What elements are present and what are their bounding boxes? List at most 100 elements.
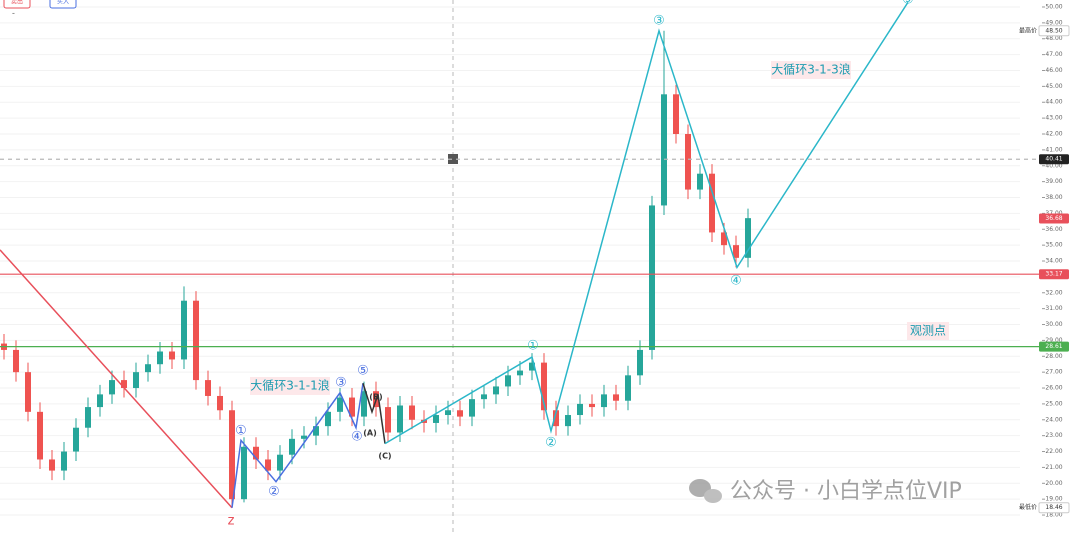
candle-body	[253, 446, 259, 460]
candle-body	[229, 410, 235, 500]
candle-body	[721, 232, 727, 246]
candle-body	[121, 380, 127, 389]
candle-body	[493, 386, 499, 395]
y-tick-label: 35.00	[1045, 242, 1062, 249]
candle-body	[205, 380, 211, 396]
y-tick-label: 32.00	[1045, 289, 1062, 296]
y-tick-label: 38.00	[1045, 194, 1062, 201]
wave-label: ③	[335, 376, 347, 391]
candle-body	[385, 407, 391, 433]
candle-body	[613, 394, 619, 401]
candle-body	[109, 380, 115, 395]
wave-label: ④	[730, 274, 742, 289]
candle-body	[193, 300, 199, 381]
wave-label: ④	[351, 430, 363, 445]
y-tick-label: 28.00	[1045, 353, 1062, 360]
sell-label: 卖出	[11, 0, 23, 6]
candle-body	[661, 94, 667, 206]
candle-body	[709, 173, 715, 233]
candle-body	[745, 218, 751, 258]
price-tag-label: 48.50	[1045, 27, 1062, 34]
candle-body	[277, 454, 283, 471]
candle-body	[457, 410, 463, 417]
buy-label: 买入	[57, 0, 69, 6]
candle-body	[265, 459, 271, 471]
y-tick-label: 50.00	[1045, 3, 1062, 10]
y-tick-label: 30.00	[1045, 321, 1062, 328]
candle-body	[409, 405, 415, 420]
wave-label: ①	[527, 339, 539, 354]
price-tag-label: 33.17	[1045, 271, 1062, 278]
candle-body	[97, 394, 103, 408]
y-tick-label: 37.00	[1045, 210, 1062, 217]
candle-body	[565, 415, 571, 427]
price-tag	[1039, 154, 1069, 165]
wave-label: (C)	[378, 452, 391, 461]
candle-body	[397, 405, 403, 433]
wave-label: ②	[268, 485, 280, 500]
y-tick-label: 19.00	[1045, 496, 1062, 503]
candle-body	[301, 435, 307, 439]
price-tag-label: 40.41	[1045, 156, 1062, 163]
y-tick-label: 29.00	[1045, 337, 1062, 344]
candle-body	[325, 411, 331, 427]
candle-body	[469, 399, 475, 417]
candle-body	[553, 410, 559, 427]
candle-body	[133, 372, 139, 389]
price-tag	[1039, 269, 1069, 280]
candle-body	[313, 426, 319, 436]
wave-line	[362, 383, 386, 444]
candle-body	[73, 427, 79, 452]
candle-body	[25, 372, 31, 412]
price-tag	[1039, 213, 1069, 224]
price-tag	[1038, 25, 1070, 37]
note-text: 大循环3-1-3浪	[771, 62, 851, 77]
price-tag-label: 36.68	[1045, 215, 1062, 222]
y-tick-label: 46.00	[1045, 67, 1062, 74]
candle-body	[637, 349, 643, 376]
candle-body	[85, 407, 91, 428]
y-tick-label: 21.00	[1045, 464, 1062, 471]
candle-body	[181, 300, 187, 360]
candle-body	[601, 394, 607, 408]
y-tick-label: 27.00	[1045, 369, 1062, 376]
y-tick-label: 31.00	[1045, 305, 1062, 312]
wave-label: ①	[235, 424, 247, 439]
y-tick-label: 48.00	[1045, 35, 1062, 42]
candle-body	[445, 410, 451, 416]
note-box	[771, 61, 851, 79]
y-tick-label: 23.00	[1045, 432, 1062, 439]
note-text: 大循环3-1-1浪	[250, 378, 330, 393]
candle-body	[481, 394, 487, 400]
candle-body	[505, 375, 511, 387]
candle-body	[625, 375, 631, 401]
wave-line	[231, 383, 364, 508]
y-tick-label: 41.00	[1045, 146, 1062, 153]
wechat-icon	[704, 489, 722, 503]
minus-button[interactable]: -	[12, 9, 15, 18]
candle-body	[145, 364, 151, 373]
wave-label: (B)	[369, 393, 382, 402]
wave-line	[0, 249, 233, 509]
wave-label: (A)	[363, 429, 377, 438]
candle-body	[37, 411, 43, 460]
candle-body	[529, 362, 535, 371]
price-tag-label: 28.61	[1045, 343, 1062, 350]
candle-body	[589, 403, 595, 408]
candle-body	[241, 446, 247, 500]
buy-button[interactable]	[49, 0, 77, 9]
candle-body	[361, 391, 367, 417]
y-tick-label: 40.00	[1045, 162, 1062, 169]
candle-body	[349, 397, 355, 417]
candle-body	[697, 173, 703, 190]
sell-button[interactable]	[3, 0, 31, 9]
candle-body	[157, 351, 163, 365]
y-tick-label: 34.00	[1045, 258, 1062, 265]
y-tick-label: 25.00	[1045, 400, 1062, 407]
candle-body	[685, 134, 691, 190]
price-tag-label: 18.46	[1045, 504, 1062, 511]
watermark-text: 公众号 · 小白学点位VIP	[730, 479, 962, 504]
y-tick-label: 45.00	[1045, 83, 1062, 90]
